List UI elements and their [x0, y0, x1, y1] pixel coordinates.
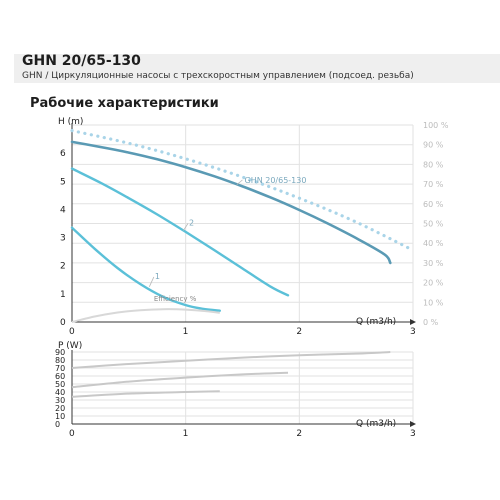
p-tick-label: 80 — [55, 356, 65, 365]
y-tick-label: 4 — [60, 205, 66, 215]
p-x-axis-label: Q (m3/h) — [356, 419, 396, 429]
curve-label-main: GHN 20/65-130 — [245, 176, 307, 185]
p-y-axis-label: P (W) — [58, 341, 82, 351]
x-tick-label: 2 — [296, 327, 302, 337]
p-tick-label: 20 — [55, 404, 65, 413]
head-curve-1 — [70, 226, 221, 312]
efficiency-curve — [71, 308, 220, 323]
y-axis-label: H (m) — [58, 117, 83, 127]
head-chart-marks — [70, 129, 415, 323]
y-tick-label: 1 — [60, 290, 66, 300]
y-tick-label: 5 — [60, 177, 66, 187]
p-tick-label: 50 — [55, 380, 65, 389]
y2-tick-label: 80 % — [423, 160, 444, 169]
y2-tick-label: 0 % — [423, 318, 439, 327]
power-curve-2 — [71, 371, 289, 389]
curve-label-2: 2 — [189, 219, 194, 228]
y2-tick-label: 30 % — [423, 259, 444, 268]
p-tick-label: 30 — [55, 396, 65, 405]
x-tick-label: 0 — [69, 327, 75, 337]
section-title: Рабочие характеристики — [30, 96, 219, 111]
y-tick-label: 2 — [60, 262, 66, 272]
x-axis-arrow — [410, 319, 416, 325]
dotted-max-curve — [70, 129, 415, 252]
y2-tick-label: 90 % — [423, 141, 444, 150]
power-curve-3 — [71, 351, 391, 369]
header-band — [14, 54, 500, 83]
p-x-tick-label: 3 — [410, 429, 416, 439]
curve-label-1: 1 — [155, 272, 160, 281]
p-tick-label: 0 — [55, 420, 60, 429]
head-curve-2 — [70, 167, 290, 297]
head-chart-grid — [71, 123, 415, 323]
p-x-tick-label: 0 — [69, 429, 75, 439]
power-chart-grid — [71, 350, 415, 425]
y2-tick-label: 10 % — [423, 298, 444, 307]
y-tick-label: 3 — [60, 234, 66, 244]
p-x-axis-arrow — [410, 421, 416, 427]
label-leader — [148, 276, 155, 287]
p-tick-label: 10 — [55, 412, 65, 421]
y2-tick-label: 40 % — [423, 239, 444, 248]
y2-tick-label: 20 % — [423, 279, 444, 288]
label-leader — [183, 223, 189, 231]
y-tick-label: 0 — [60, 318, 66, 328]
x-tick-label: 1 — [183, 327, 189, 337]
y2-tick-label: 50 % — [423, 220, 444, 229]
p-tick-label: 60 — [55, 372, 65, 381]
p-x-tick-label: 2 — [296, 429, 302, 439]
product-subtitle: GHN / Циркуляционные насосы с трехскорос… — [22, 71, 414, 81]
x-tick-label: 3 — [410, 327, 416, 337]
y2-tick-label: 70 % — [423, 180, 444, 189]
head-curve-3 — [70, 140, 392, 265]
power-chart-marks — [71, 351, 391, 398]
power-curve-1 — [71, 390, 220, 398]
efficiency-label: Efficiency % — [154, 295, 197, 303]
label-leader — [236, 179, 243, 185]
p-tick-label: 70 — [55, 364, 65, 373]
x-axis-label: Q (m3/h) — [356, 317, 396, 327]
chart-labels: 0 % 10 % 20 % 30 % 40 % 50 % 60 % 70 % 80 % 90 % 1… — [55, 117, 449, 439]
y-tick-label: 6 — [60, 149, 66, 159]
product-title: GHN 20/65-130 — [22, 53, 141, 69]
p-tick-label: 90 — [55, 348, 65, 357]
p-x-tick-label: 1 — [183, 429, 189, 439]
y2-tick-label: 60 % — [423, 200, 444, 209]
p-tick-label: 40 — [55, 388, 65, 397]
y2-tick-label: 100 % — [423, 121, 449, 130]
